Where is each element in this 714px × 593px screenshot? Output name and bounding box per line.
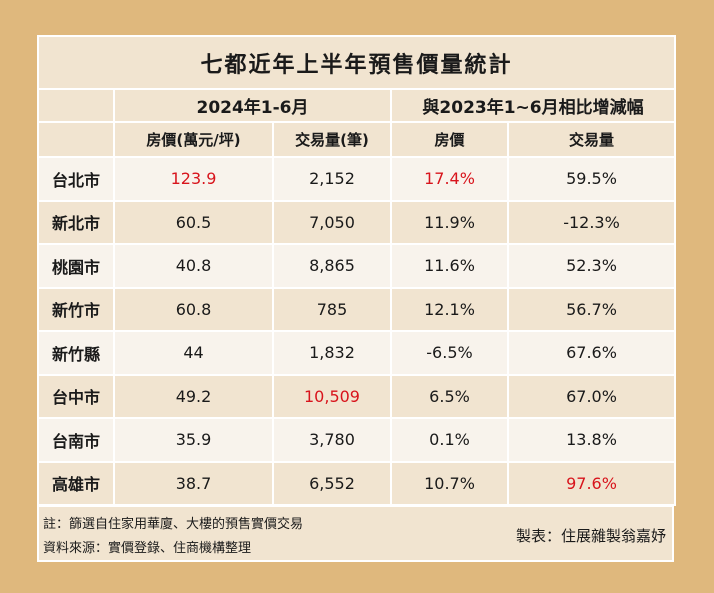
cell-city: 桃園市: [37, 243, 115, 289]
cell-volume-chg: 13.8%: [506, 417, 677, 463]
table-row: 台中市 49.2 10,509 6.5% 67.0%: [37, 373, 677, 419]
cell-volume: 6,552: [272, 460, 392, 506]
cell-city: 新竹縣: [37, 330, 115, 376]
comparison-header: 與2023年1~6月相比增減幅: [389, 88, 677, 123]
header-blank: [37, 121, 115, 158]
footer-note: 註：篩選自住家用華廈、大樓的預售實價交易: [43, 517, 304, 532]
table-row: 新竹市 60.8 785 12.1% 56.7%: [37, 286, 677, 332]
cell-price: 40.8: [113, 243, 274, 289]
cell-volume-chg: 52.3%: [506, 243, 677, 289]
cell-price: 60.8: [113, 286, 274, 332]
cell-price: 38.7: [113, 460, 274, 506]
cell-volume-chg: 67.6%: [506, 330, 677, 376]
period-header: 2024年1-6月: [113, 88, 392, 123]
cell-price: 123.9: [113, 156, 274, 202]
cell-volume: 10,509: [272, 373, 392, 419]
footer: 註：篩選自住家用華廈、大樓的預售實價交易 資料來源：實價登錄、住商機構整理 製表…: [37, 505, 674, 562]
cell-price-chg: 12.1%: [390, 286, 509, 332]
cell-volume-chg: 97.6%: [506, 460, 677, 506]
stats-table-panel: 七都近年上半年預售價量統計 2024年1-6月 與2023年1~6月相比增減幅 房…: [36, 35, 677, 562]
cell-city: 新北市: [37, 199, 115, 245]
table-row: 新北市 60.5 7,050 11.9% -12.3%: [37, 199, 677, 245]
cell-volume-chg: -12.3%: [506, 199, 677, 245]
table-title: 七都近年上半年預售價量統計: [36, 35, 677, 90]
cell-volume: 7,050: [272, 199, 392, 245]
cell-volume-chg: 67.0%: [506, 373, 677, 419]
cell-price-chg: -6.5%: [390, 330, 509, 376]
cell-volume: 785: [272, 286, 392, 332]
table-row: 桃園市 40.8 8,865 11.6% 52.3%: [37, 243, 677, 289]
footer-source: 資料來源：實價登錄、住商機構整理: [43, 541, 252, 556]
cell-city: 高雄市: [37, 460, 115, 506]
cell-price: 35.9: [113, 417, 274, 463]
cell-price: 44: [113, 330, 274, 376]
table-row: 高雄市 38.7 6,552 10.7% 97.6%: [37, 460, 677, 506]
cell-volume: 1,832: [272, 330, 392, 376]
cell-price: 60.5: [113, 199, 274, 245]
table-row: 台北市 123.9 2,152 17.4% 59.5%: [37, 156, 677, 202]
header-blank: [37, 88, 115, 123]
cell-city: 台中市: [37, 373, 115, 419]
table-row: 台南市 35.9 3,780 0.1% 13.8%: [37, 417, 677, 463]
col-header-price-change: 房價: [390, 121, 509, 158]
stats-table: 七都近年上半年預售價量統計 2024年1-6月 與2023年1~6月相比增減幅 房…: [36, 35, 677, 506]
cell-price-chg: 0.1%: [390, 417, 509, 463]
cell-volume-chg: 56.7%: [506, 286, 677, 332]
col-header-volume-change: 交易量: [506, 121, 677, 158]
footer-credit: 製表：住展雜製翁嘉妤: [515, 527, 666, 545]
cell-volume: 8,865: [272, 243, 392, 289]
table-row: 新竹縣 44 1,832 -6.5% 67.6%: [37, 330, 677, 376]
cell-volume-chg: 59.5%: [506, 156, 677, 202]
cell-price-chg: 6.5%: [390, 373, 509, 419]
cell-price-chg: 11.9%: [390, 199, 509, 245]
cell-volume: 3,780: [272, 417, 392, 463]
cell-city: 台南市: [37, 417, 115, 463]
cell-price-chg: 17.4%: [390, 156, 509, 202]
cell-price: 49.2: [113, 373, 274, 419]
col-header-volume: 交易量(筆): [272, 121, 392, 158]
cell-price-chg: 11.6%: [390, 243, 509, 289]
cell-price-chg: 10.7%: [390, 460, 509, 506]
cell-volume: 2,152: [272, 156, 392, 202]
cell-city: 台北市: [37, 156, 115, 202]
col-header-price: 房價(萬元/坪): [113, 121, 274, 158]
cell-city: 新竹市: [37, 286, 115, 332]
